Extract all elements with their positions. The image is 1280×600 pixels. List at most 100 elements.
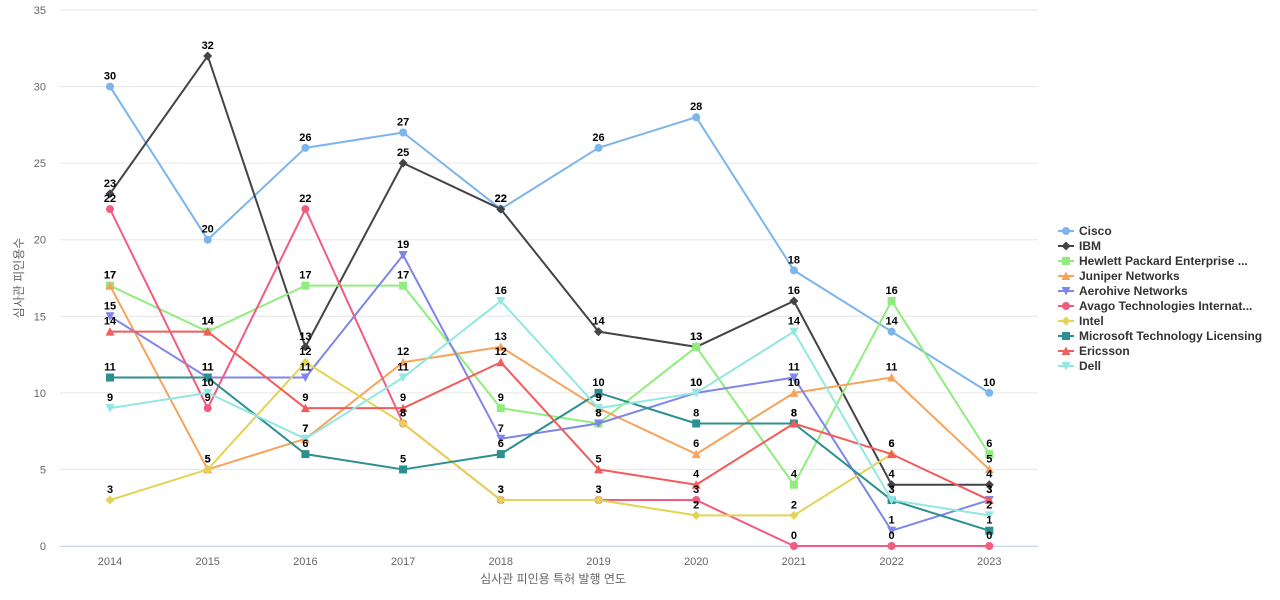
data-point[interactable] (691, 480, 701, 489)
data-point[interactable] (301, 281, 310, 290)
legend-marker[interactable] (1062, 332, 1070, 340)
data-point[interactable] (399, 128, 408, 137)
data-point[interactable] (887, 542, 896, 550)
data-point[interactable] (887, 480, 897, 490)
data-point[interactable] (398, 251, 408, 260)
legend-marker[interactable] (1062, 257, 1070, 265)
data-point[interactable] (105, 404, 115, 413)
data-point[interactable] (105, 189, 115, 199)
data-point[interactable] (105, 495, 115, 505)
data-point[interactable] (594, 143, 603, 152)
data-point[interactable] (789, 327, 799, 337)
data-point[interactable] (203, 404, 212, 413)
data-point[interactable] (398, 357, 408, 367)
data-point[interactable] (398, 158, 408, 168)
data-point[interactable] (301, 205, 310, 214)
data-point[interactable] (692, 342, 701, 351)
data-point[interactable] (887, 327, 896, 336)
data-point[interactable] (887, 496, 897, 505)
legend-marker[interactable] (1061, 241, 1071, 251)
data-point[interactable] (105, 312, 115, 321)
legend-item[interactable]: Microsoft Technology Licensing (1058, 329, 1262, 343)
data-point[interactable] (984, 464, 994, 474)
data-point[interactable] (496, 450, 505, 459)
data-point[interactable] (106, 205, 114, 214)
data-point[interactable] (203, 373, 212, 382)
data-point[interactable] (203, 464, 213, 474)
data-point[interactable] (985, 388, 994, 397)
data-point[interactable] (399, 281, 408, 290)
data-point[interactable] (692, 419, 701, 428)
data-point[interactable] (398, 418, 408, 428)
data-point[interactable] (789, 373, 799, 383)
legend-item[interactable]: Aerohive Networks (1058, 284, 1188, 298)
data-point[interactable] (594, 404, 603, 413)
legend-item[interactable]: Ericsson (1058, 344, 1130, 358)
data-point[interactable] (203, 388, 213, 398)
data-point[interactable] (985, 542, 994, 550)
data-point[interactable] (496, 296, 506, 306)
data-point[interactable] (984, 495, 994, 505)
data-point[interactable] (203, 327, 213, 336)
data-point[interactable] (789, 418, 799, 428)
legend-item[interactable]: Avago Technologies Internat... (1058, 299, 1252, 313)
data-point[interactable] (887, 526, 897, 536)
data-point[interactable] (691, 510, 701, 520)
data-point[interactable] (789, 296, 799, 306)
data-point[interactable] (984, 511, 994, 520)
data-point[interactable] (496, 342, 506, 351)
data-point[interactable] (496, 204, 506, 214)
data-point[interactable] (594, 327, 603, 337)
data-point[interactable] (105, 327, 115, 336)
data-point[interactable] (496, 357, 506, 367)
data-point[interactable] (887, 296, 896, 305)
data-point[interactable] (789, 542, 798, 550)
legend-item[interactable]: Hewlett Packard Enterprise ... (1058, 254, 1248, 268)
data-point[interactable] (203, 235, 212, 244)
data-point[interactable] (789, 480, 798, 489)
data-point[interactable] (691, 449, 701, 459)
data-point[interactable] (789, 388, 799, 397)
data-point[interactable] (789, 510, 799, 520)
data-point[interactable] (984, 480, 994, 490)
data-point[interactable] (594, 419, 603, 428)
data-point[interactable] (300, 342, 310, 352)
data-point[interactable] (496, 434, 506, 444)
data-point[interactable] (106, 373, 114, 382)
data-point[interactable] (301, 450, 310, 459)
data-point[interactable] (300, 373, 310, 383)
data-point[interactable] (594, 464, 603, 474)
data-point[interactable] (105, 281, 115, 290)
legend-marker[interactable] (1061, 362, 1071, 371)
data-point[interactable] (594, 388, 603, 397)
data-point[interactable] (692, 496, 701, 505)
data-point[interactable] (300, 357, 310, 367)
data-point[interactable] (789, 266, 798, 275)
data-point[interactable] (985, 450, 994, 459)
legend-marker[interactable] (1062, 302, 1070, 310)
data-point[interactable] (496, 495, 506, 505)
legend-item[interactable]: Dell (1058, 359, 1101, 373)
data-point[interactable] (300, 403, 310, 413)
legend-item[interactable]: Cisco (1058, 224, 1112, 238)
legend-item[interactable]: Intel (1058, 314, 1104, 328)
legend-marker[interactable] (1061, 346, 1071, 356)
data-point[interactable] (985, 526, 994, 535)
data-point[interactable] (301, 143, 310, 152)
data-point[interactable] (496, 404, 505, 413)
legend-item[interactable]: Juniper Networks (1058, 269, 1180, 283)
data-point[interactable] (398, 373, 408, 383)
data-point[interactable] (692, 113, 701, 122)
data-point[interactable] (398, 403, 408, 413)
data-point[interactable] (594, 495, 603, 505)
legend-marker[interactable] (1062, 227, 1070, 235)
data-point[interactable] (399, 465, 408, 474)
legend-marker[interactable] (1061, 271, 1071, 281)
data-point[interactable] (106, 82, 114, 91)
data-point[interactable] (203, 51, 213, 61)
data-point[interactable] (887, 373, 897, 382)
legend-marker[interactable] (1061, 316, 1071, 326)
legend-item[interactable]: IBM (1058, 239, 1101, 253)
data-point[interactable] (300, 434, 310, 444)
legend-marker[interactable] (1061, 287, 1071, 296)
